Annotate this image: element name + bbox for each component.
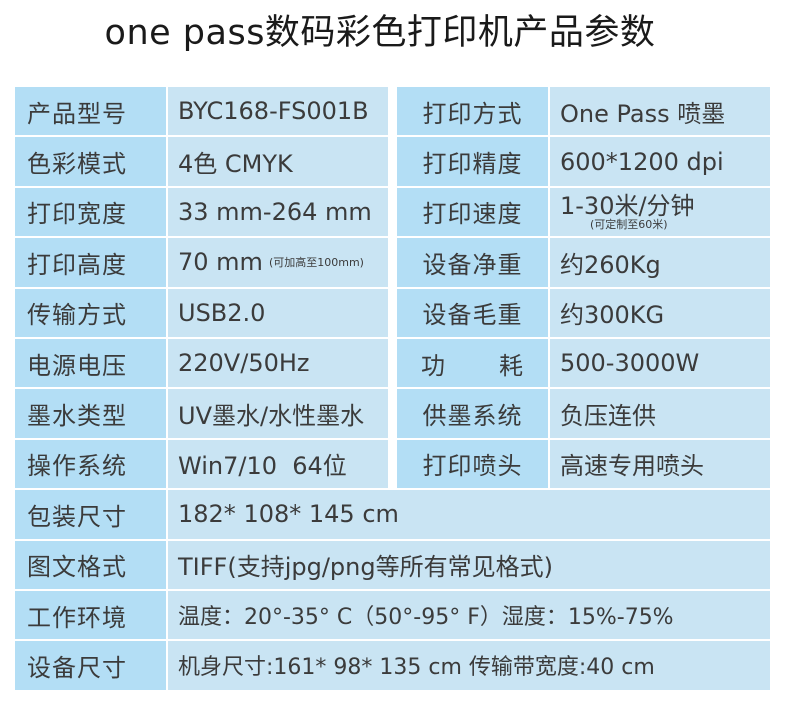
spec-value: 500-3000W [550,338,772,390]
spec-label: 操作系统 [15,439,168,491]
spec-value: TIFF(支持jpg/png等所有常见格式) [168,540,772,591]
spec-label: 传输方式 [15,288,168,339]
spec-label-part: 耗 [499,351,524,380]
spec-value-text: 1-30米/分钟 [560,191,695,220]
table-row: 操作系统 Win7/10 64位 打印喷头 高速专用喷头 [15,439,772,491]
table-row: 打印宽度 33 mm-264 mm 打印速度 1-30米/分钟 (可定制至60米… [15,187,772,239]
table-row: 包装尺寸 182* 108* 145 cm [15,490,772,541]
spec-label: 打印高度 [15,238,168,289]
spec-label: 色彩模式 [15,137,168,188]
spec-label: 产品型号 [15,87,168,138]
spec-note: (可定制至60米) [590,217,668,231]
spec-value: 70 mm (可加高至100mm) [168,238,390,289]
spec-label: 打印方式 [397,87,550,138]
table-row: 传输方式 USB2.0 设备毛重 约300KG [15,288,772,339]
spec-label: 设备净重 [397,238,550,289]
spec-label: 墨水类型 [15,389,168,440]
table-row: 电源电压 220V/50Hz 功 耗 500-3000W [15,338,772,390]
table-row: 墨水类型 UV墨水/水性墨水 供墨系统 负压连供 [15,389,772,440]
spec-value: 1-30米/分钟 (可定制至60米) [550,187,772,239]
table-row: 工作环境 温度：20°-35° C（50°-95° F）湿度：15%-75% [15,590,772,642]
spec-label: 工作环境 [15,590,168,642]
spec-value: 33 mm-264 mm [168,187,390,239]
spec-label: 功 耗 [397,338,550,390]
spec-label: 供墨系统 [397,389,550,440]
spec-value: UV墨水/水性墨水 [168,389,390,440]
spec-value: 机身尺寸:161* 98* 135 cm 传输带宽度:40 cm [168,641,772,692]
page-title: one pass数码彩色打印机产品参数 [104,13,656,53]
spec-label-part: 功 [421,351,446,380]
spec-value: 4色 CMYK [168,137,390,188]
spec-value: 负压连供 [550,389,772,440]
table-row: 产品型号 BYC168-FS001B 打印方式 One Pass 喷墨 [15,87,772,138]
spec-label: 打印速度 [397,187,550,239]
spec-label: 包装尺寸 [15,490,168,541]
spec-label: 电源电压 [15,338,168,390]
spec-value: 约260Kg [550,238,772,289]
spec-label: 设备尺寸 [15,641,168,692]
spec-value: 温度：20°-35° C（50°-95° F）湿度：15%-75% [168,590,772,642]
spec-value: 高速专用喷头 [550,439,772,491]
spec-label: 设备毛重 [397,288,550,339]
spec-table: 产品型号 BYC168-FS001B 打印方式 One Pass 喷墨 色彩模式… [15,87,772,692]
table-row: 打印高度 70 mm (可加高至100mm) 设备净重 约260Kg [15,238,772,289]
table-row: 色彩模式 4色 CMYK 打印精度 600*1200 dpi [15,137,772,188]
table-row: 设备尺寸 机身尺寸:161* 98* 135 cm 传输带宽度:40 cm [15,641,772,692]
spec-value: 182* 108* 145 cm [168,490,772,541]
spec-label: 打印喷头 [397,439,550,491]
spec-value: 约300KG [550,288,772,339]
spec-label: 打印宽度 [15,187,168,239]
spec-value: 600*1200 dpi [550,137,772,188]
spec-note: (可加高至100mm) [268,256,364,270]
spec-label: 图文格式 [15,540,168,591]
spec-value-text: 70 mm [178,248,263,277]
table-row: 图文格式 TIFF(支持jpg/png等所有常见格式) [15,540,772,591]
spec-value: One Pass 喷墨 [550,87,772,138]
spec-value: Win7/10 64位 [168,439,390,491]
spec-label: 打印精度 [397,137,550,188]
spec-value: USB2.0 [168,288,390,339]
spec-value: 220V/50Hz [168,338,390,390]
spec-value: BYC168-FS001B [168,87,390,138]
